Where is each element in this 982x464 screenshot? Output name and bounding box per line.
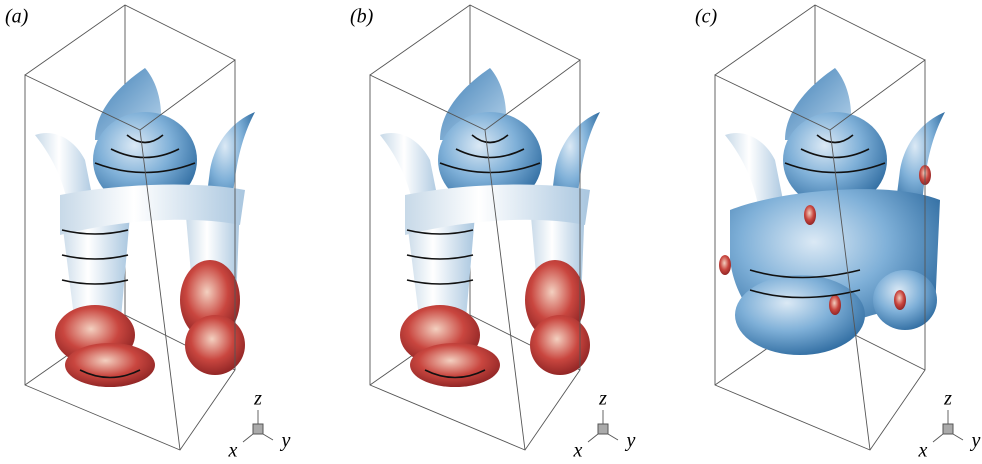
torus: [65, 343, 155, 387]
triad-cube: [253, 424, 263, 434]
panel: (b) z x y: [350, 5, 636, 462]
panel: (a) z x y: [5, 5, 291, 462]
lower-lobe: [735, 275, 865, 355]
figure: (a) z x y (b) z x y (c) z x y: [0, 0, 982, 464]
axis-y: y: [280, 430, 291, 452]
red-rim: [719, 255, 731, 275]
panel-label: (b): [350, 6, 374, 28]
torus: [530, 315, 590, 375]
axis-x: x: [918, 440, 928, 462]
triad-cube: [598, 424, 608, 434]
panel: (c) z x y: [695, 5, 981, 462]
axis-z: z: [253, 388, 262, 410]
red-rim: [804, 205, 816, 225]
panel-label: (c): [695, 6, 718, 28]
axis-x: x: [228, 440, 238, 462]
torus: [185, 315, 245, 375]
torus: [410, 343, 500, 387]
red-rim: [894, 290, 906, 310]
red-rim: [829, 295, 841, 315]
axis-x: x: [573, 440, 583, 462]
panel-label: (a): [5, 6, 29, 28]
triad-cube: [943, 424, 953, 434]
axis-z: z: [598, 388, 607, 410]
axis-z: z: [943, 388, 952, 410]
axis-y: y: [625, 430, 636, 452]
axis-y: y: [970, 430, 981, 452]
